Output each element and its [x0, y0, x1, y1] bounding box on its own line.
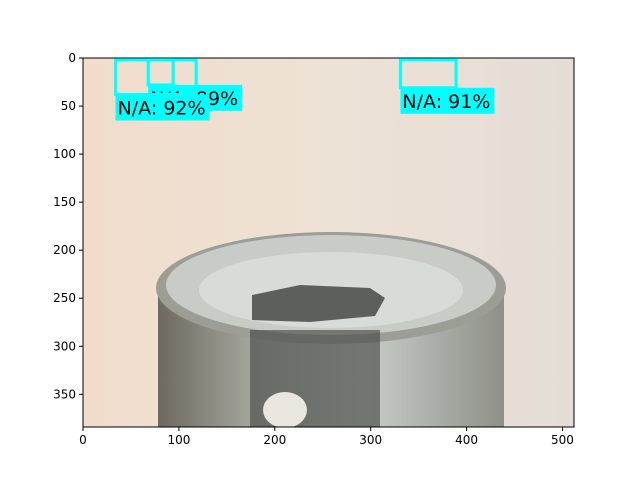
photo	[83, 58, 574, 427]
detection-label: N/A: 91%	[402, 91, 490, 113]
y-tick-label: 300	[53, 339, 76, 353]
y-tick-label: 200	[53, 243, 76, 257]
label-background	[115, 94, 210, 121]
y-tick-label: 150	[53, 195, 76, 209]
y-tick-label: 0	[68, 51, 76, 65]
y-tick-label: 250	[53, 291, 76, 305]
x-tick-label: 100	[167, 433, 190, 447]
axes-frame	[82, 57, 575, 428]
x-tick-label: 500	[551, 433, 574, 447]
detection-label: N/A: 92%	[118, 98, 206, 120]
x-tick-label: 300	[359, 433, 382, 447]
x-tick-label: 400	[455, 433, 478, 447]
detections: N/A: 89%N/A: 92%N/A: 91%	[114, 58, 495, 121]
x-tick-label: 200	[263, 433, 286, 447]
label-background	[400, 87, 495, 114]
y-tick-label: 100	[53, 147, 76, 161]
x-tick-label: 0	[79, 433, 87, 447]
y-tick-label: 350	[53, 387, 76, 401]
y-tick-label: 50	[61, 99, 76, 113]
